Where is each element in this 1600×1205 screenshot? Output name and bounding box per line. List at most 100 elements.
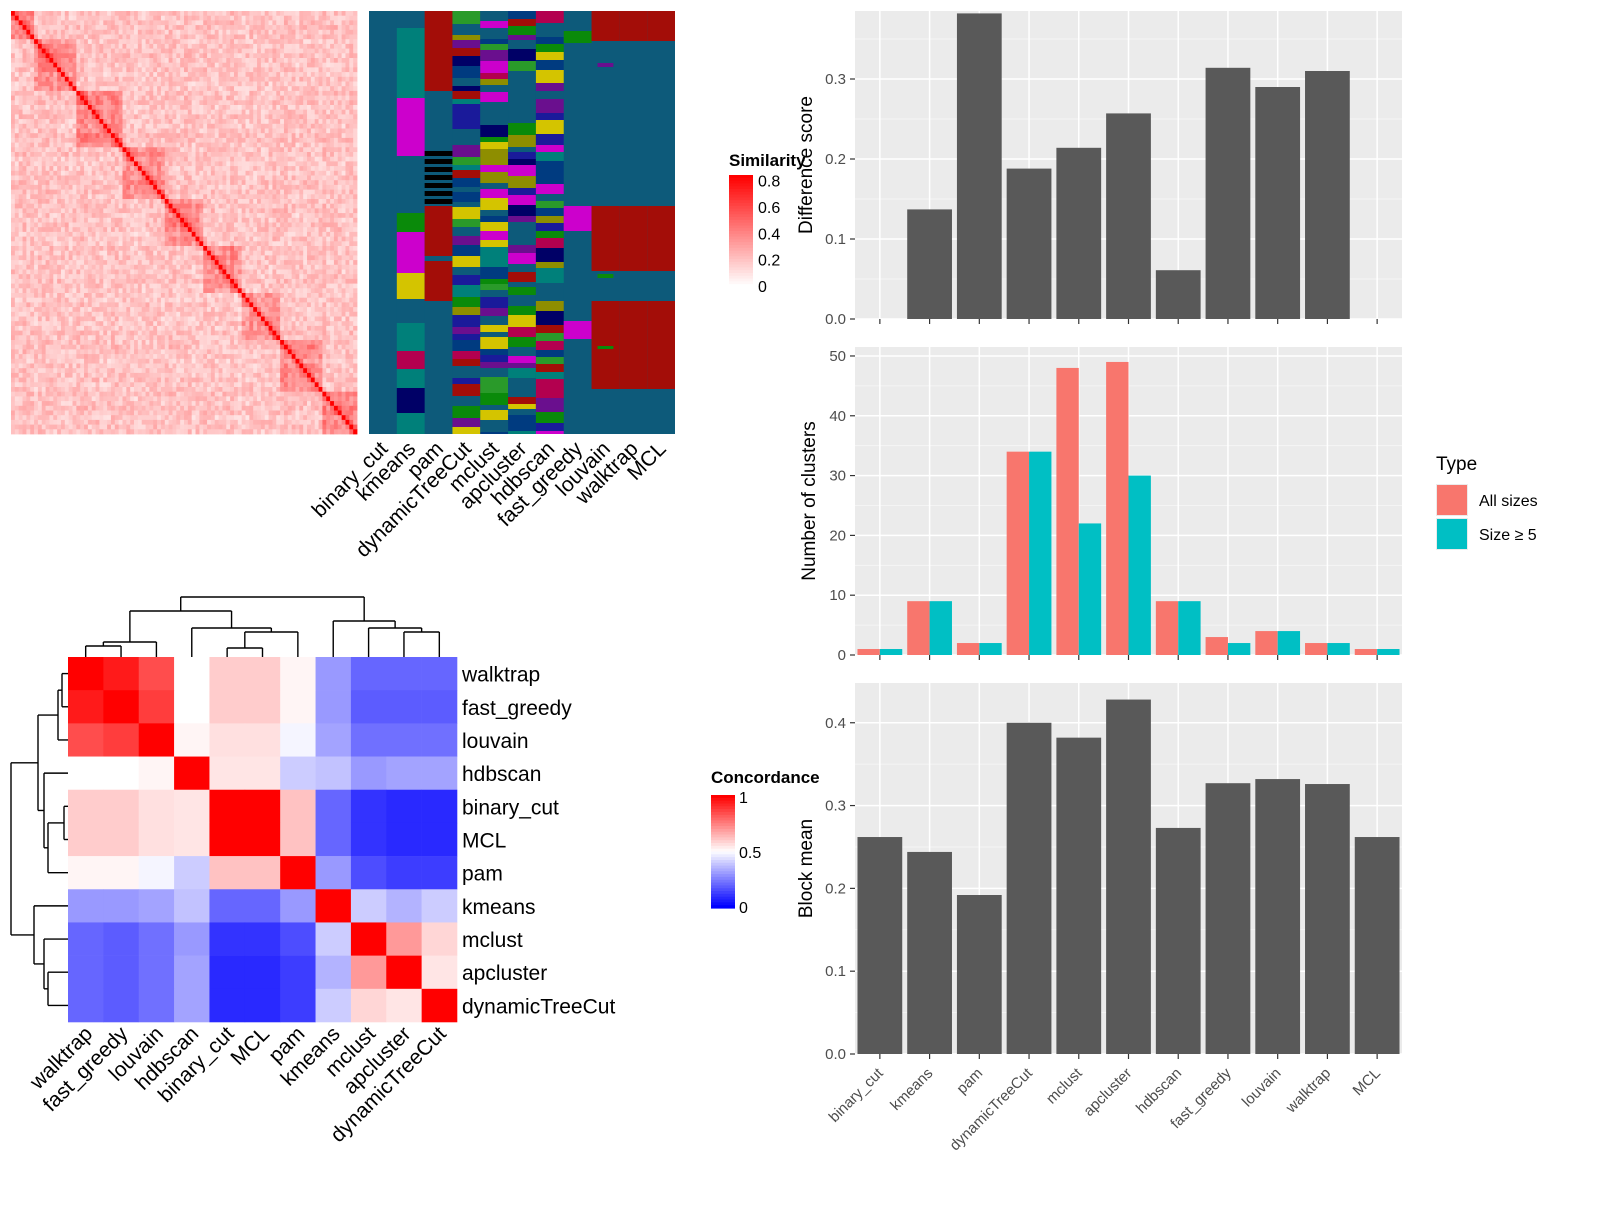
similarity-cell xyxy=(237,76,243,82)
similarity-cell xyxy=(30,62,35,68)
similarity-cell xyxy=(80,217,85,223)
similarity-cell xyxy=(72,241,77,247)
similarity-cell xyxy=(207,213,212,219)
similarity-cell xyxy=(30,95,35,101)
similarity-cell xyxy=(253,250,258,256)
similarity-cell xyxy=(87,72,93,78)
similarity-cell xyxy=(103,142,108,148)
similarity-cell xyxy=(253,39,258,45)
similarity-cell xyxy=(272,25,277,31)
similarity-cell xyxy=(64,67,70,73)
similarity-cell xyxy=(164,152,170,158)
similarity-cell xyxy=(184,43,189,49)
similarity-cell xyxy=(149,208,154,214)
similarity-cell xyxy=(68,231,73,237)
similarity-cell xyxy=(14,133,20,139)
similarity-cell xyxy=(237,20,243,26)
similarity-cell xyxy=(264,105,269,111)
similarity-cell xyxy=(191,34,196,40)
similarity-cell xyxy=(222,175,227,181)
similarity-cell xyxy=(233,48,239,54)
similarity-cell xyxy=(187,175,193,181)
similarity-cell xyxy=(122,152,127,158)
similarity-cell xyxy=(349,236,354,242)
similarity-cell xyxy=(322,34,327,40)
similarity-cell xyxy=(310,161,316,167)
similarity-cell xyxy=(230,217,235,223)
similarity-cell xyxy=(114,76,120,82)
similarity-cell xyxy=(91,250,96,256)
similarity-cell xyxy=(299,39,304,45)
similarity-cell xyxy=(64,184,70,190)
similarity-cell xyxy=(341,20,346,26)
similarity-cell xyxy=(280,203,285,209)
similarity-cell xyxy=(207,184,212,190)
similarity-cell xyxy=(314,86,319,92)
similarity-cell xyxy=(99,34,104,40)
similarity-cell xyxy=(299,264,304,270)
similarity-cell xyxy=(22,250,27,256)
similarity-cell xyxy=(103,246,108,252)
similarity-cell xyxy=(272,255,277,261)
similarity-cell xyxy=(37,227,43,233)
similarity-cell xyxy=(60,199,66,205)
similarity-cell xyxy=(60,255,66,261)
similarity-cell xyxy=(337,81,343,87)
similarity-cell xyxy=(87,217,93,223)
similarity-cell xyxy=(230,105,235,111)
similarity-cell xyxy=(80,119,85,125)
similarity-cell xyxy=(283,109,289,115)
similarity-cell xyxy=(210,90,216,96)
similarity-cell xyxy=(103,133,108,139)
similarity-cell xyxy=(84,72,89,78)
similarity-cell xyxy=(295,133,300,139)
similarity-cell xyxy=(199,246,204,252)
similarity-cell xyxy=(180,81,185,87)
similarity-cell xyxy=(253,48,258,54)
similarity-cell xyxy=(249,208,254,214)
similarity-cell xyxy=(214,217,219,223)
similarity-cell xyxy=(60,269,66,275)
similarity-cell xyxy=(141,95,146,101)
similarity-cell xyxy=(26,62,31,68)
similarity-cell xyxy=(203,241,208,247)
similarity-cell xyxy=(333,29,339,35)
similarity-cell xyxy=(103,236,108,242)
similarity-cell xyxy=(64,175,70,181)
similarity-cell xyxy=(145,43,150,49)
similarity-cell xyxy=(322,39,327,45)
similarity-cell xyxy=(84,199,89,205)
similarity-cell xyxy=(87,128,93,134)
similarity-cell xyxy=(249,203,254,209)
similarity-cell xyxy=(91,147,96,153)
similarity-cell xyxy=(226,86,231,92)
similarity-cell xyxy=(214,81,219,87)
similarity-cell xyxy=(280,231,285,237)
similarity-cell xyxy=(137,156,143,162)
similarity-cell xyxy=(203,81,208,87)
similarity-cell xyxy=(295,62,300,68)
similarity-cell xyxy=(164,184,170,190)
similarity-cell xyxy=(37,222,43,228)
similarity-cell xyxy=(110,72,116,78)
similarity-cell xyxy=(53,222,58,228)
similarity-cell xyxy=(68,175,73,181)
similarity-cell xyxy=(207,39,212,45)
similarity-cell xyxy=(110,109,116,115)
similarity-cell xyxy=(57,142,62,148)
similarity-cell xyxy=(283,62,289,68)
similarity-cell xyxy=(272,15,277,21)
similarity-cell xyxy=(145,128,150,134)
similarity-cell xyxy=(203,203,208,209)
similarity-cell xyxy=(30,34,35,40)
similarity-cell xyxy=(126,241,131,247)
similarity-cell xyxy=(210,231,216,237)
similarity-cell xyxy=(57,264,62,270)
similarity-cell xyxy=(45,236,50,242)
similarity-cell xyxy=(176,133,181,139)
similarity-cell xyxy=(210,48,216,54)
similarity-cell xyxy=(330,222,335,228)
similarity-cell xyxy=(149,58,154,64)
similarity-cell xyxy=(341,128,346,134)
similarity-cell xyxy=(172,189,177,195)
